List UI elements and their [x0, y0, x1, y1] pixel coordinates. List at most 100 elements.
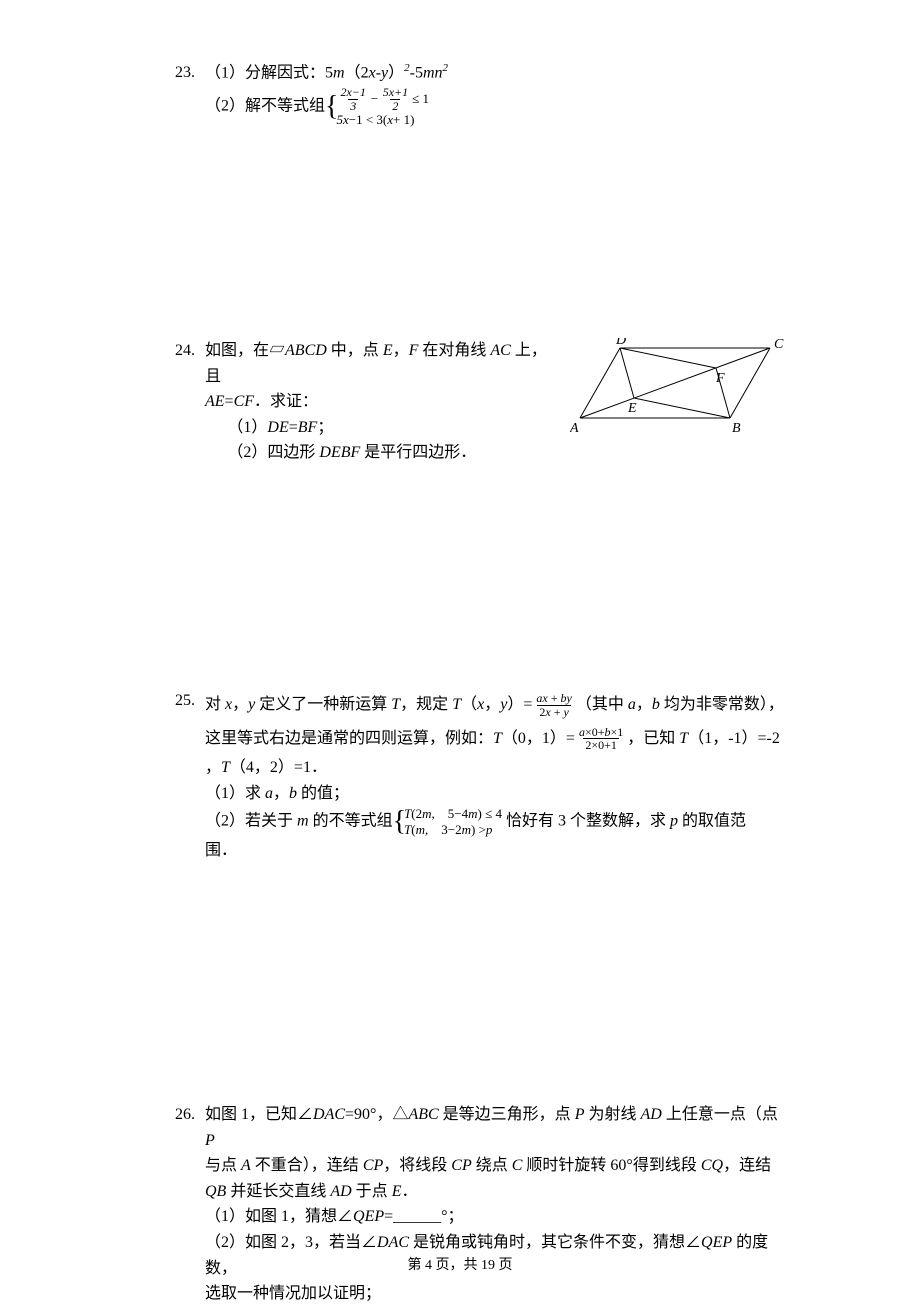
q24-body: 如图，在▱ABCD 中，点 E，F 在对角线 AC 上，且 AE=CF．求证： …	[205, 338, 785, 466]
t: 中，点	[327, 342, 383, 359]
t: x	[369, 64, 376, 81]
t: +	[551, 705, 564, 719]
t: ，	[484, 696, 500, 713]
svg-text:F: F	[715, 371, 725, 386]
t: 是锐角或钝角时，其它条件不变，猜想∠	[409, 1234, 701, 1251]
t: 不重合），连结	[251, 1157, 363, 1174]
t: m	[423, 64, 435, 81]
t: 2×0+1	[583, 738, 619, 752]
t: 于点	[352, 1183, 392, 1200]
t: （1）	[227, 419, 267, 436]
t: 是等边三角形，点	[439, 1106, 575, 1123]
q23-body: （1）分解因式：5m（2x-y）2-5mn2 （2）解不等式组{ 2x−13 −…	[205, 60, 785, 128]
t: ．	[401, 1183, 417, 1200]
t: （2）如图 2，3，若当∠	[205, 1234, 377, 1251]
t: −	[370, 91, 379, 107]
t: 2	[443, 62, 449, 74]
svg-text:B: B	[732, 421, 741, 433]
t: y	[566, 691, 571, 705]
t: 对	[205, 696, 225, 713]
t: E	[383, 342, 393, 359]
t: （1，-1）=-2	[688, 730, 780, 747]
t: （2）四边形	[227, 444, 319, 461]
t: 为射线	[584, 1106, 640, 1123]
t: =	[289, 419, 298, 436]
t: DAC	[377, 1234, 409, 1251]
t: ）	[388, 64, 404, 81]
t: −1	[352, 85, 366, 99]
q23-p2-label: （2）解不等式组	[205, 97, 325, 114]
t: AC	[490, 342, 510, 359]
t: ，	[636, 696, 652, 713]
t: DE	[267, 419, 288, 436]
t: 如图，在▱	[205, 342, 285, 359]
t: （其中	[576, 696, 628, 713]
t: m	[462, 822, 471, 838]
t: m	[422, 806, 431, 822]
svg-text:D: D	[615, 338, 626, 348]
t: 3	[348, 99, 358, 113]
q24-diagram: ABCDEF	[570, 338, 785, 442]
t: P	[205, 1132, 215, 1149]
t: 是平行四边形．	[360, 444, 476, 461]
t: T	[404, 806, 411, 822]
t: AD	[330, 1183, 351, 1200]
t: BF	[298, 419, 318, 436]
t: =90°，△	[345, 1106, 408, 1123]
svg-text:E: E	[627, 401, 637, 416]
t: （1）求	[205, 785, 265, 802]
t: ) >	[471, 822, 486, 838]
t: T	[452, 696, 461, 713]
t: （1）如图 1，猜想∠	[205, 1208, 353, 1225]
t: , 3−2	[425, 822, 462, 838]
t: 的值；	[297, 785, 349, 802]
t: F	[409, 342, 419, 359]
t: 页	[495, 1258, 513, 1273]
t: QEP	[701, 1234, 732, 1251]
t: ，规定	[400, 696, 452, 713]
t: AE	[205, 393, 225, 410]
t: , 5−4	[432, 806, 469, 822]
t: ，连结	[723, 1157, 771, 1174]
t: ≤ 1	[412, 91, 429, 107]
q23-system: 2x−13 − 5x+12 ≤ 1 5x−1 < 3(x + 1)	[336, 86, 429, 128]
t: b	[652, 696, 660, 713]
t: ．求证：	[254, 393, 318, 410]
t: 定义了一种新运算	[255, 696, 391, 713]
t: m	[333, 64, 345, 81]
t: CP	[451, 1157, 471, 1174]
t: ，已知	[627, 730, 679, 747]
t: +	[548, 691, 561, 705]
t: 2	[361, 64, 369, 81]
t: ) ≤ 4	[478, 806, 502, 822]
t: 与点	[205, 1157, 241, 1174]
t: E	[392, 1183, 402, 1200]
t: T	[391, 696, 400, 713]
t: 页，共	[432, 1258, 481, 1273]
t: CQ	[701, 1157, 723, 1174]
t: P	[575, 1106, 585, 1123]
t: -5	[410, 64, 423, 81]
page-current: 4	[425, 1258, 432, 1273]
t: 恰好有 3 个整数解，求	[502, 813, 670, 830]
svg-text:A: A	[570, 421, 579, 433]
t: T	[493, 730, 502, 747]
t: ×0+	[585, 725, 605, 739]
q23-p1-label: （1）分解因式：	[205, 64, 325, 81]
t: 顺时针旋转 60°得到线段	[522, 1157, 700, 1174]
t: 选取一种情况加以证明；	[205, 1285, 381, 1302]
t: =______°；	[384, 1208, 463, 1225]
t: 并延长交直线	[226, 1183, 330, 1200]
t: 在对角线	[418, 342, 490, 359]
t: DEBF	[319, 444, 360, 461]
t: T	[221, 759, 230, 776]
t: （0，1）=	[502, 730, 575, 747]
t: AD	[640, 1106, 661, 1123]
t: 的取值范	[678, 813, 746, 830]
q25-body: 对 x，y 定义了一种新运算 T，规定 T（x，y）=ax + by2x + y…	[205, 688, 785, 863]
t: QEP	[353, 1208, 384, 1225]
t: a	[265, 785, 273, 802]
q26-number: 26.	[175, 1102, 205, 1128]
t: 如图 1，已知∠	[205, 1106, 313, 1123]
t: C	[512, 1157, 523, 1174]
